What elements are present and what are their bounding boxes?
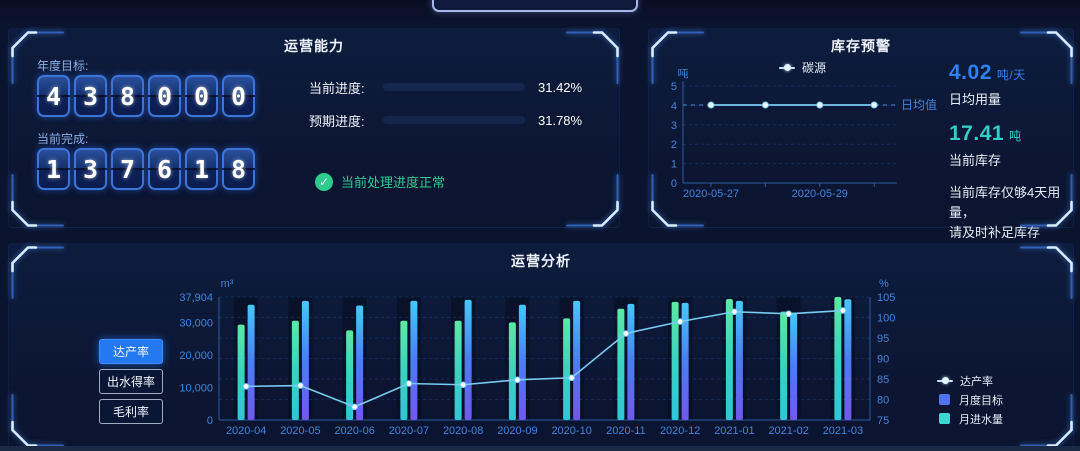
current-stock-unit: 吨 xyxy=(1009,129,1022,143)
operation-analysis-chart[interactable]: 0 10,000 20,000 30,000 37,904 m³ 75 80 85 90 95 100… xyxy=(169,279,929,444)
svg-text:2020-07: 2020-07 xyxy=(389,425,429,437)
metric-button-0[interactable]: 达产率 xyxy=(99,339,163,364)
flip-digit-card: 6 xyxy=(148,148,181,190)
current-stock-label: 当前库存 xyxy=(949,153,1002,168)
check-icon: ✓ xyxy=(315,172,333,191)
line-dot-marker-icon xyxy=(778,64,795,71)
annual-target-label: 年度目标: xyxy=(37,59,89,73)
svg-text:3: 3 xyxy=(671,120,677,132)
progress-label: 预期进度: xyxy=(309,113,365,129)
inventory-stats: 4.02 吨/天 日均用量 17.41 吨 当前库存 当前库存仅够4天用量， 请及时… xyxy=(949,61,1073,243)
svg-text:2020-05-29: 2020-05-29 xyxy=(792,188,848,200)
line-dot-marker-icon xyxy=(937,377,953,384)
svg-text:2021-03: 2021-03 xyxy=(823,425,863,437)
legend-item-0[interactable]: 达产率 xyxy=(937,371,1003,390)
svg-text:4: 4 xyxy=(671,100,677,112)
progress-track xyxy=(383,116,525,124)
svg-text:%: % xyxy=(879,279,889,290)
svg-text:2021-01: 2021-01 xyxy=(714,425,754,437)
flip-digit-card: 0 xyxy=(185,75,218,117)
svg-text:80: 80 xyxy=(877,395,889,407)
svg-text:85: 85 xyxy=(877,374,889,386)
flip-digit-card: 0 xyxy=(148,75,181,117)
progress-value: 31.42% xyxy=(538,79,583,95)
svg-text:2020-04: 2020-04 xyxy=(226,425,266,437)
daily-usage-unit: 吨/天 xyxy=(996,68,1026,82)
progress-row-expected: 预期进度: 31.78% xyxy=(309,110,609,130)
progress-section: 当前进度: 31.42% 预期进度: 31.78% ✓ 当前处理进度正常 xyxy=(309,77,609,191)
svg-text:100: 100 xyxy=(877,313,895,325)
legend-item-carbon-source[interactable]: 碳源 xyxy=(649,59,949,76)
square-marker-icon xyxy=(939,413,950,424)
inventory-warning-panel: 库存预警 碳源 0 1 2 3 4 5 吨日均值 2020-05-27 2020-05-29 4… xyxy=(648,28,1074,240)
current-stock-value: 17.41 吨 xyxy=(949,122,1022,145)
status-text: 当前处理进度正常 xyxy=(341,175,446,190)
cropped-header-box xyxy=(432,0,638,12)
svg-text:2021-02: 2021-02 xyxy=(768,425,808,437)
bottom-edge-strip xyxy=(0,446,1080,451)
progress-row-current: 当前进度: 31.42% xyxy=(309,77,609,97)
legend-label: 碳源 xyxy=(801,61,826,75)
svg-text:2020-08: 2020-08 xyxy=(443,425,483,437)
svg-text:吨: 吨 xyxy=(678,69,689,80)
svg-text:2020-05-27: 2020-05-27 xyxy=(683,188,739,200)
svg-text:2020-11: 2020-11 xyxy=(606,425,646,437)
svg-text:75: 75 xyxy=(877,415,889,427)
operation-analysis-panel: 运营分析 达产率 出水得率 毛利率 0 10,000 20,000 30,000 37,90… xyxy=(8,243,1074,448)
svg-text:日均值: 日均值 xyxy=(901,97,937,112)
legend-item-1[interactable]: 月度目标 xyxy=(937,390,1003,409)
svg-text:2020-06: 2020-06 xyxy=(334,425,374,437)
flip-digit-card: 1 xyxy=(185,148,218,190)
status-row: ✓ 当前处理进度正常 xyxy=(315,172,609,191)
progress-value: 31.78% xyxy=(538,112,583,128)
flip-digit-card: 7 xyxy=(111,148,144,190)
flip-digit-card: 3 xyxy=(74,148,107,190)
svg-text:2020-05: 2020-05 xyxy=(280,425,320,437)
svg-text:2020-12: 2020-12 xyxy=(660,425,700,437)
chart-legend: 达产率 月度目标 月进水量 xyxy=(937,371,1003,428)
svg-text:5: 5 xyxy=(671,81,677,93)
svg-text:2020-10: 2020-10 xyxy=(551,425,591,437)
svg-text:m³: m³ xyxy=(221,279,234,290)
svg-text:10,000: 10,000 xyxy=(179,383,213,395)
svg-text:0: 0 xyxy=(671,178,677,190)
svg-text:37,904: 37,904 xyxy=(179,292,213,304)
panel-title-capability: 运营能力 xyxy=(284,38,344,54)
current-done-label: 当前完成: xyxy=(37,132,89,146)
svg-text:30,000: 30,000 xyxy=(179,318,213,330)
svg-text:0: 0 xyxy=(207,415,213,427)
progress-track xyxy=(383,83,525,91)
metric-button-1[interactable]: 出水得率 xyxy=(99,369,163,394)
svg-text:95: 95 xyxy=(877,333,889,345)
flip-digit-card: 3 xyxy=(74,75,107,117)
panel-title-inventory: 库存预警 xyxy=(831,38,891,54)
flip-digit-card: 4 xyxy=(37,75,70,117)
stock-warning-text: 当前库存仅够4天用量， 请及时补足库存 xyxy=(949,185,1061,240)
flip-digit-card: 8 xyxy=(222,148,255,190)
svg-text:1: 1 xyxy=(671,159,677,171)
daily-usage-label: 日均用量 xyxy=(949,92,1002,107)
flip-digit-card: 1 xyxy=(37,148,70,190)
svg-text:105: 105 xyxy=(877,292,895,304)
legend-item-2[interactable]: 月进水量 xyxy=(937,409,1003,428)
panel-title-analysis: 运营分析 xyxy=(511,253,571,269)
svg-text:90: 90 xyxy=(877,354,889,366)
svg-text:20,000: 20,000 xyxy=(179,350,213,362)
svg-text:2020-09: 2020-09 xyxy=(497,425,537,437)
metric-button-2[interactable]: 毛利率 xyxy=(99,399,163,424)
svg-text:2: 2 xyxy=(671,139,677,151)
square-marker-icon xyxy=(939,394,950,405)
flip-digit-card: 0 xyxy=(222,75,255,117)
metric-button-group: 达产率出水得率毛利率 xyxy=(99,339,169,429)
daily-usage-value: 4.02 吨/天 xyxy=(949,61,1026,84)
progress-label: 当前进度: xyxy=(309,80,365,96)
flip-digit-card: 8 xyxy=(111,75,144,117)
